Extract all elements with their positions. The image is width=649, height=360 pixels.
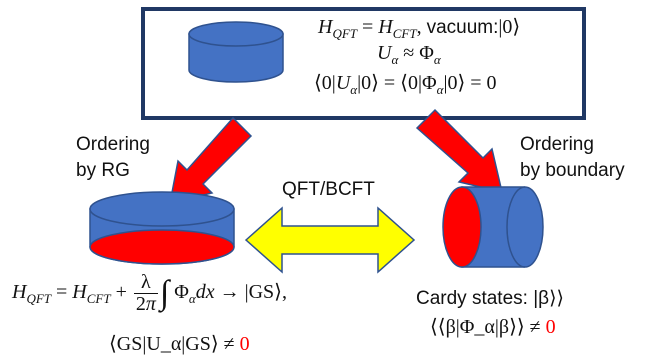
rg-expectation: ⟨GS|U_α|GS⟩ ≠ 0 [109,331,250,356]
rg-cylinder [89,191,235,265]
cardy-states: Cardy states: |β⟩⟩ [416,288,564,309]
boundary-expectation-zero: 0 [545,316,556,338]
rg-hamiltonian: HQFT = HCFT + λ 2π ∫ Φαdx → |GS⟩, [12,271,287,315]
top-line-2: Uα ≈ Φα [377,42,441,67]
rg-expectation-text: ⟨GS|U_α|GS⟩ ≠ [109,333,235,355]
rg-expectation-zero: 0 [239,333,250,355]
boundary-label-line-2: by boundary [520,160,625,181]
boundary-expectation-text: ⟨⟨β|Φ_α|β⟩⟩ ≠ [430,316,541,338]
top-line-1: HQFT = HCFT, vacuum:|0⟩ [318,16,521,41]
ground-state: |GS⟩, [244,281,287,304]
vacuum-cylinder [188,21,284,83]
boundary-label-line-1: Ordering [520,134,594,155]
boundary-expectation: ⟨⟨β|Φ_α|β⟩⟩ ≠ 0 [430,314,556,339]
rg-label-line-1: Ordering [76,134,150,155]
boundary-cylinder [442,186,544,268]
top-line-3: ⟨0|Uα|0⟩ = ⟨0|Φα|0⟩ = 0 [314,72,497,97]
duality-arrow [244,206,416,274]
rg-label-line-2: by RG [76,160,130,181]
duality-label: QFT/BCFT [282,179,375,200]
boundary-arrow [415,108,504,194]
rg-arrow [169,116,253,204]
